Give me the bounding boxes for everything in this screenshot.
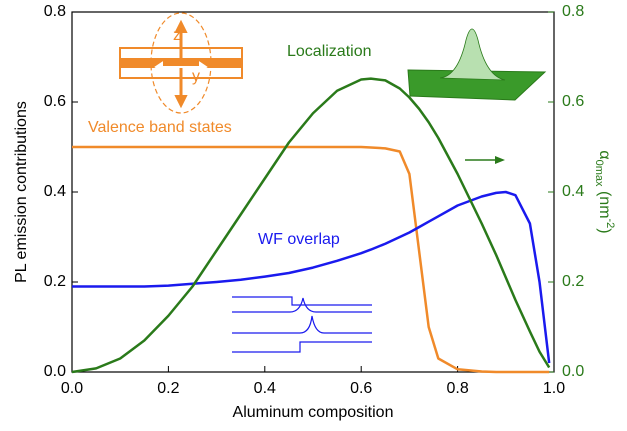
series-line — [72, 190, 551, 364]
x-tick-label: 0.0 — [61, 380, 83, 397]
x-tick-label: 0.2 — [157, 380, 179, 397]
y2-tick-label: 0.2 — [562, 273, 584, 290]
series-label: Valence band states — [88, 119, 232, 136]
surface-inset — [407, 28, 547, 101]
y2-label-part: ) — [596, 228, 613, 233]
y-tick-label: 0.4 — [44, 183, 66, 200]
series-line — [71, 77, 551, 374]
inset-label: z — [173, 27, 181, 44]
inset-label: y — [192, 68, 200, 85]
y-tick-label: 0.0 — [44, 363, 66, 380]
y2-tick-label: 0.6 — [562, 93, 584, 110]
x-tick-label: 0.6 — [350, 380, 372, 397]
series-label: WF overlap — [258, 231, 340, 248]
valence-inset — [119, 12, 243, 114]
y2-label-part: (nm — [596, 187, 613, 219]
y2-axis-label: α0max (nm-2) — [593, 150, 616, 233]
y2-tick-label: 0.4 — [562, 183, 584, 200]
x-tick-label: 0.4 — [254, 380, 276, 397]
y2-tick-label: 0.8 — [562, 3, 584, 20]
series-label: Localization — [287, 43, 372, 60]
x-tick-label: 1.0 — [543, 380, 565, 397]
y2-label-part: 0max — [593, 160, 605, 187]
y-tick-label: 0.8 — [44, 3, 66, 20]
x-axis-label: Aluminum composition — [233, 404, 394, 421]
x-tick-label: 0.8 — [446, 380, 468, 397]
wf-inset — [232, 296, 372, 353]
series-line — [72, 145, 550, 374]
y2-tick-label: 0.0 — [562, 363, 584, 380]
y2-label-part: -2 — [604, 219, 616, 229]
y-tick-label: 0.6 — [44, 93, 66, 110]
y2-label-part: α — [596, 150, 613, 159]
axis-arrow — [465, 156, 505, 164]
y-axis-label: PL emission contributions — [13, 101, 30, 283]
y-tick-label: 0.2 — [44, 273, 66, 290]
